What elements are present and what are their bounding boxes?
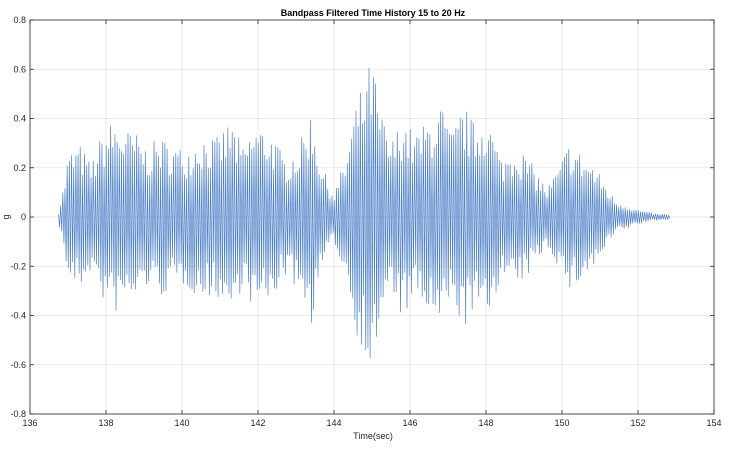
y-tick-label: 0.6: [13, 64, 26, 74]
y-tick-label: -0.8: [10, 409, 26, 419]
x-tick-label: 146: [402, 418, 417, 428]
series-group: [58, 67, 671, 359]
x-tick-label: 150: [554, 418, 569, 428]
x-tick-label: 154: [706, 418, 721, 428]
signal-line: [58, 67, 671, 359]
x-tick-label: 148: [478, 418, 493, 428]
x-tick-label: 140: [174, 418, 189, 428]
x-axis-label: Time(sec): [353, 431, 393, 441]
x-tick-label: 138: [98, 418, 113, 428]
x-tick-label: 144: [326, 418, 341, 428]
x-tick-label: 152: [630, 418, 645, 428]
y-tick-label: -0.4: [10, 311, 26, 321]
x-tick-label: 136: [22, 418, 37, 428]
y-axis-label: g: [1, 214, 11, 219]
y-tick-label: -0.2: [10, 261, 26, 271]
y-tick-label: 0.2: [13, 163, 26, 173]
y-tick-label: -0.6: [10, 360, 26, 370]
y-tick-label: 0.8: [13, 15, 26, 25]
x-tick-label: 142: [250, 418, 265, 428]
y-tick-label: 0: [21, 212, 26, 222]
axis-ticks: 136 138 140 142 144 146 148 150 152 154 -0.8 -0.6 -0…: [10, 15, 721, 428]
chart-title: Bandpass Filtered Time History 15 to 20 …: [281, 8, 466, 18]
y-tick-label: 0.4: [13, 114, 26, 124]
